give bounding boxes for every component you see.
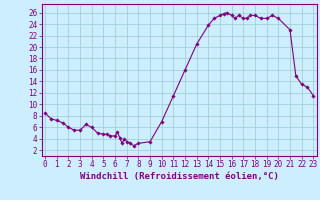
X-axis label: Windchill (Refroidissement éolien,°C): Windchill (Refroidissement éolien,°C) bbox=[80, 172, 279, 181]
